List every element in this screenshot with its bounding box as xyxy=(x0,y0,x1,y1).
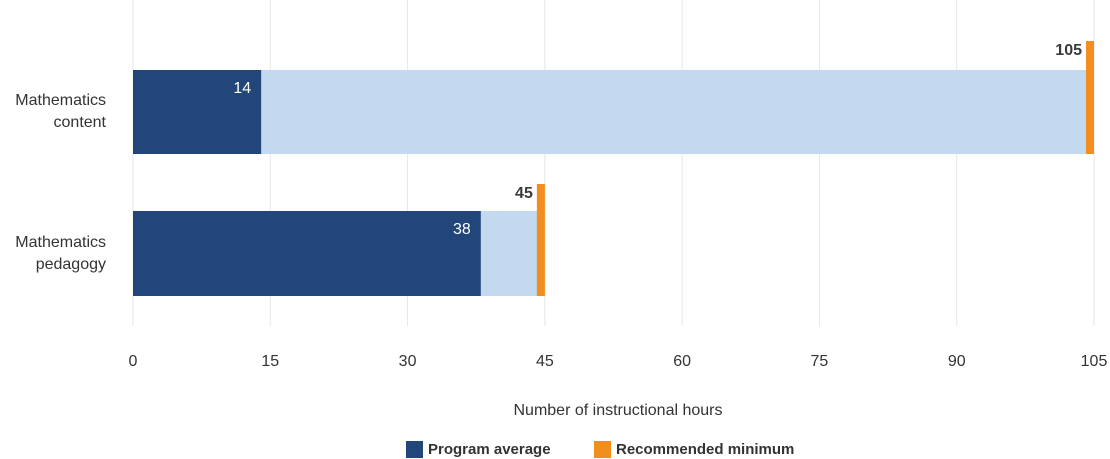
bar xyxy=(133,211,481,296)
x-tick-label: 0 xyxy=(129,353,138,370)
value-label: 45 xyxy=(515,185,533,202)
x-tick-label: 90 xyxy=(948,353,966,370)
legend-swatch xyxy=(594,441,611,458)
legend-swatch xyxy=(406,441,423,458)
legend-label: Recommended minimum xyxy=(616,441,794,458)
x-tick-label: 105 xyxy=(1081,353,1108,370)
value-label: 38 xyxy=(453,221,471,238)
minimum-marker xyxy=(536,184,545,296)
value-label: 14 xyxy=(233,80,251,97)
x-tick-label: 75 xyxy=(811,353,829,370)
legend-label: Program average xyxy=(428,441,551,458)
x-tick-label: 60 xyxy=(673,353,691,370)
x-tick-label: 30 xyxy=(399,353,417,370)
x-axis-label: Number of instructional hours xyxy=(514,402,723,419)
y-tick-label: Mathematics content xyxy=(15,92,106,131)
x-tick-label: 15 xyxy=(261,353,279,370)
minimum-track xyxy=(133,70,1094,154)
bar xyxy=(133,70,262,154)
minimum-marker xyxy=(1086,41,1094,154)
value-label: 105 xyxy=(1055,42,1082,59)
y-tick-label: Mathematics pedagogy xyxy=(15,233,106,273)
x-tick-label: 45 xyxy=(536,353,554,370)
